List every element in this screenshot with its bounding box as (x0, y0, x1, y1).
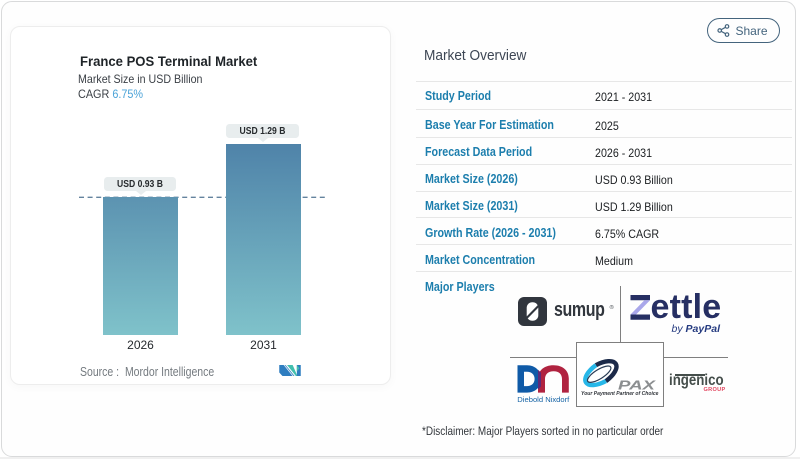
svg-text:PAX: PAX (618, 379, 656, 393)
svg-text:Diebold Nixdorf: Diebold Nixdorf (517, 395, 569, 404)
svg-text:Your Payment Partner of Choice: Your Payment Partner of Choice (581, 391, 659, 397)
